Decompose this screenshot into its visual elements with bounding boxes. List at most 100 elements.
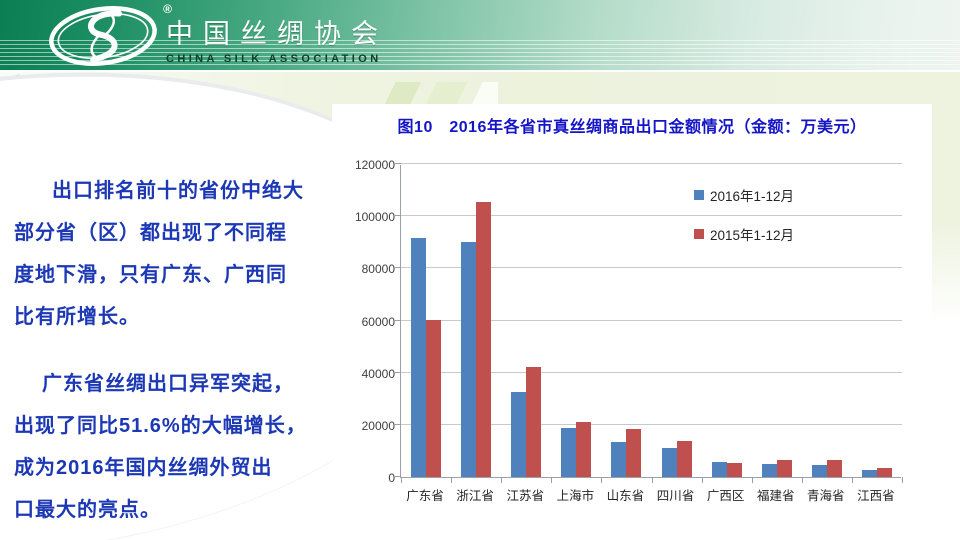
bar-groups <box>401 164 902 477</box>
bar-group-cat7 <box>702 164 752 477</box>
bar-2016-cat10 <box>861 470 877 477</box>
legend-entry: 2015年1-12月 <box>694 224 794 244</box>
y-tick-mark <box>395 423 401 425</box>
y-axis-tick-label: 120000 <box>354 158 395 172</box>
china-silk-association-logo-icon: ® <box>42 2 172 68</box>
text-line: 比有所增长。 <box>14 306 140 328</box>
legend-swatch-icon <box>694 190 704 200</box>
legend-entry: 2016年1-12月 <box>694 185 794 205</box>
y-tick-mark <box>395 267 401 269</box>
y-tick-mark <box>395 371 401 373</box>
y-tick-mark <box>395 215 401 217</box>
brand-name-en: CHINA SILK ASSOCIATION <box>166 53 382 65</box>
bar-2016-cat2 <box>461 242 477 477</box>
x-axis-category-label: 福建省 <box>756 489 795 503</box>
gridline <box>401 319 902 321</box>
x-tick-mark <box>851 477 853 483</box>
bar-2016-cat1 <box>411 237 427 477</box>
bar-2016-cat4 <box>561 428 577 477</box>
y-axis-tick-label: 80000 <box>361 262 395 277</box>
bar-group-cat3 <box>501 164 551 477</box>
bar-group-cat5 <box>601 164 651 477</box>
gridline <box>401 215 902 217</box>
x-tick-mark <box>501 477 503 483</box>
x-tick-mark <box>902 477 903 483</box>
x-tick-mark <box>401 477 402 483</box>
bar-2015-cat4 <box>576 422 592 477</box>
plot-area: 2016年1-12月 2015年1-12月 <box>395 163 903 483</box>
x-tick-mark <box>451 477 453 483</box>
x-axis-category-label: 广东省 <box>406 489 444 503</box>
y-tick-mark <box>395 319 401 321</box>
chart-title: 图10 2016年各省市真丝绸商品出口金额情况（金额：万美元） <box>397 119 867 136</box>
x-axis-category-label: 上海市 <box>556 489 595 503</box>
legend-label: 2015年1-12月 <box>710 228 795 243</box>
x-axis-category-label: 江苏省 <box>506 489 544 503</box>
bar-2016-cat7 <box>711 461 727 477</box>
bar-2015-cat8 <box>776 459 792 477</box>
x-tick-mark <box>551 477 553 483</box>
bar-2015-cat5 <box>626 429 642 477</box>
y-axis-tick-label: 40000 <box>361 366 395 381</box>
x-axis-labels: 广东省 浙江省 江苏省 上海市 山东省 四川省 广西区 福建省 青海省 江西省 <box>400 485 901 504</box>
bar-group-cat1 <box>401 164 451 477</box>
text-line: 口最大的亮点。 <box>14 499 161 521</box>
bar-group-cat4 <box>551 164 601 477</box>
y-tick-mark <box>395 163 401 164</box>
summary-paragraph-1: 出口排名前十的省份中绝大部分省（区）都出现了不同程 度地下滑，只有广东、广西同 比有… <box>14 170 326 338</box>
bar-group-cat9 <box>802 164 852 477</box>
brand-block: 中国丝绸协会 CHINA SILK ASSOCIATION <box>166 12 388 65</box>
y-axis-tick-label: 100000 <box>354 210 395 225</box>
bar-2015-cat6 <box>676 440 692 477</box>
y-axis: 0 20000 40000 60000 80000 100000 120000 <box>340 158 395 485</box>
text-line: 出口排名前十的省份中绝大 <box>52 180 304 202</box>
x-axis-category-label: 青海省 <box>807 489 845 503</box>
legend-label: 2016年1-12月 <box>710 189 795 204</box>
bar-2015-cat10 <box>876 467 892 477</box>
x-axis-category-label: 山东省 <box>606 489 645 503</box>
text-line: 出现了同比51.6%的大幅增长， <box>14 415 307 437</box>
x-tick-mark <box>751 477 753 483</box>
legend-swatch-icon <box>694 229 704 239</box>
x-axis-category-label: 广西区 <box>706 489 745 503</box>
bar-2015-cat7 <box>726 462 742 477</box>
text-line: 广东省丝绸出口异军突起， <box>42 373 294 395</box>
bar-group-cat2 <box>451 164 501 477</box>
header-banner: ® 中国丝绸协会 CHINA SILK ASSOCIATION <box>0 0 960 72</box>
brand-name-cn: 中国丝绸协会 <box>166 19 388 49</box>
bar-2015-cat3 <box>526 366 542 477</box>
bar-2016-cat6 <box>661 448 677 477</box>
bar-2015-cat9 <box>826 460 842 477</box>
bar-group-cat8 <box>752 164 802 477</box>
summary-paragraph-2: 广东省丝绸出口异军突起， 出现了同比51.6%的大幅增长， 成为2016年国内丝绸外… <box>14 363 326 531</box>
text-line: 部分省（区）都出现了不同程 <box>14 222 287 244</box>
gridline <box>401 163 902 164</box>
x-tick-mark <box>651 477 653 483</box>
x-tick-mark <box>701 477 703 483</box>
y-axis-tick-label: 20000 <box>361 418 395 433</box>
bar-group-cat6 <box>651 164 701 477</box>
y-tick-mark <box>395 476 401 477</box>
bar-2016-cat3 <box>511 392 527 477</box>
bar-2016-cat9 <box>811 464 827 477</box>
bar-2016-cat8 <box>761 463 777 477</box>
x-tick-mark <box>801 477 803 483</box>
x-axis-category-label: 江西省 <box>857 489 895 503</box>
chart-legend: 2016年1-12月 2015年1-12月 <box>694 185 794 263</box>
x-axis-category-label: 浙江省 <box>456 489 494 503</box>
registered-trademark: ® <box>163 2 172 16</box>
text-line: 成为2016年国内丝绸外贸出 <box>14 457 273 479</box>
bar-2015-cat2 <box>476 202 492 477</box>
x-axis-category-label: 四川省 <box>656 489 695 503</box>
x-tick-mark <box>601 477 603 483</box>
silk-emblem-icon <box>49 6 157 66</box>
y-axis-tick-label: 0 <box>388 471 395 485</box>
gridline <box>401 423 902 425</box>
bar-2016-cat5 <box>611 441 627 477</box>
y-axis-tick-label: 60000 <box>361 314 395 329</box>
gridline <box>401 371 902 373</box>
bar-2015-cat1 <box>426 319 442 477</box>
text-line: 度地下滑，只有广东、广西同 <box>14 264 287 286</box>
bar-group-cat10 <box>852 164 902 477</box>
